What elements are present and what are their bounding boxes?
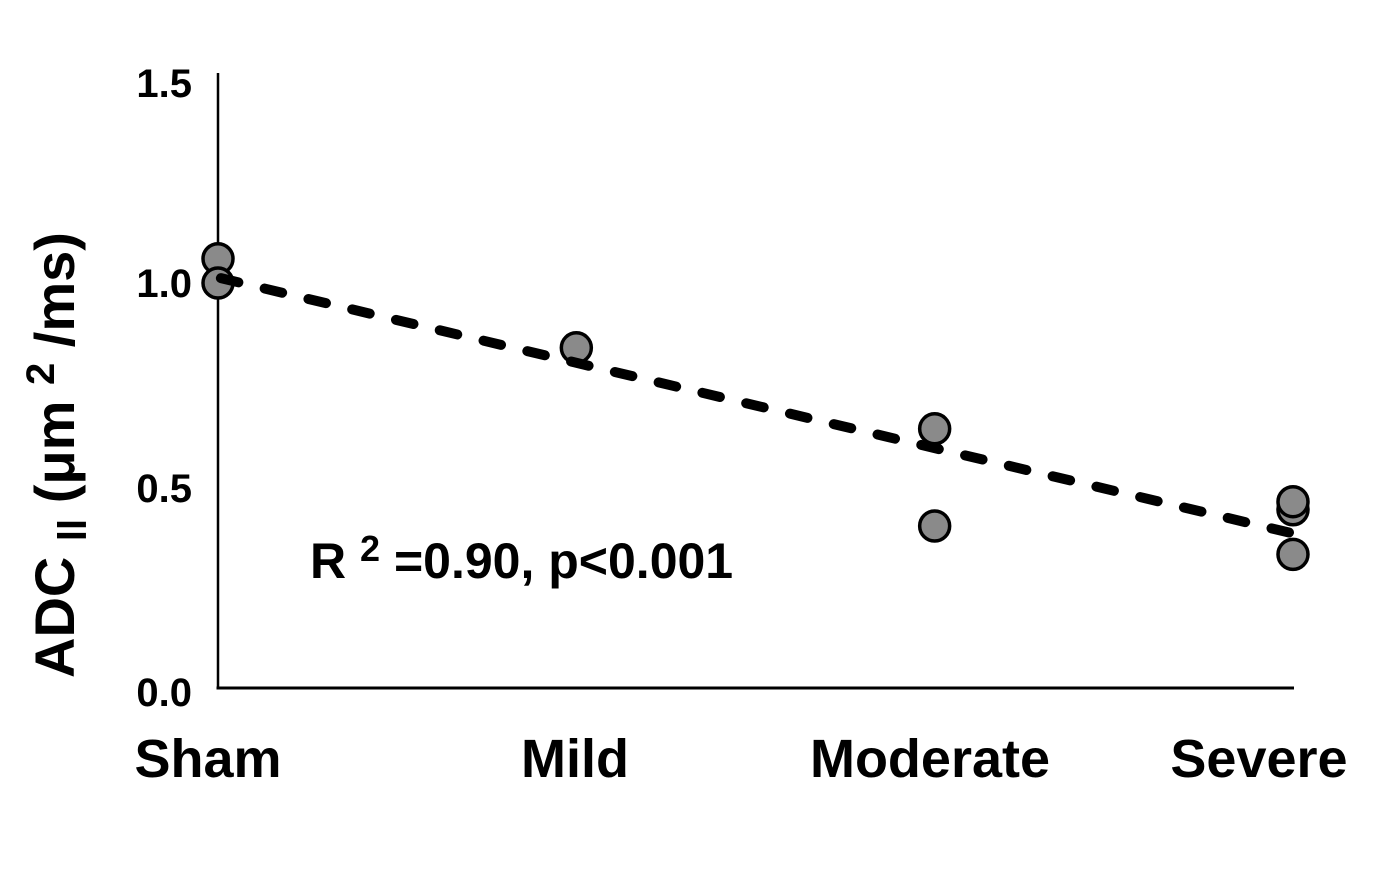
y-axis-title-unit-prefix: (μm — [23, 401, 86, 504]
y-tick-label-0-0: 0.0 — [136, 671, 192, 715]
y-tick-label-1-5: 1.5 — [136, 62, 192, 106]
stats-annotation-rest: =0.90, p<0.001 — [394, 533, 733, 589]
y-axis-title-base: ADC — [23, 557, 86, 678]
x-category-label-severe: Severe — [1170, 729, 1347, 789]
y-axis-title: ADC ll (μm 2 /ms) — [3, 232, 98, 678]
x-category-label-sham: Sham — [134, 729, 281, 789]
trendline — [215, 273, 1311, 542]
stats-annotation: R 2 =0.90, p<0.001 — [310, 516, 733, 589]
y-tick-label-0-5: 0.5 — [136, 467, 192, 511]
data-point-severe — [1276, 484, 1310, 519]
data-point-moderate — [917, 509, 952, 543]
y-axis-title-subscript: ll — [51, 519, 95, 541]
stats-annotation-superscript: 2 — [360, 528, 380, 569]
x-category-label-mild: Mild — [521, 729, 629, 789]
y-axis-title-unit-suffix: /ms) — [23, 232, 86, 347]
y-axis-title-unit-superscript: 2 — [19, 363, 63, 385]
stats-annotation-base: R — [310, 533, 346, 589]
y-tick-label-1-0: 1.0 — [136, 262, 192, 306]
data-point-severe — [1276, 537, 1310, 572]
x-category-label-moderate: Moderate — [810, 729, 1050, 789]
data-point-moderate — [917, 412, 952, 446]
